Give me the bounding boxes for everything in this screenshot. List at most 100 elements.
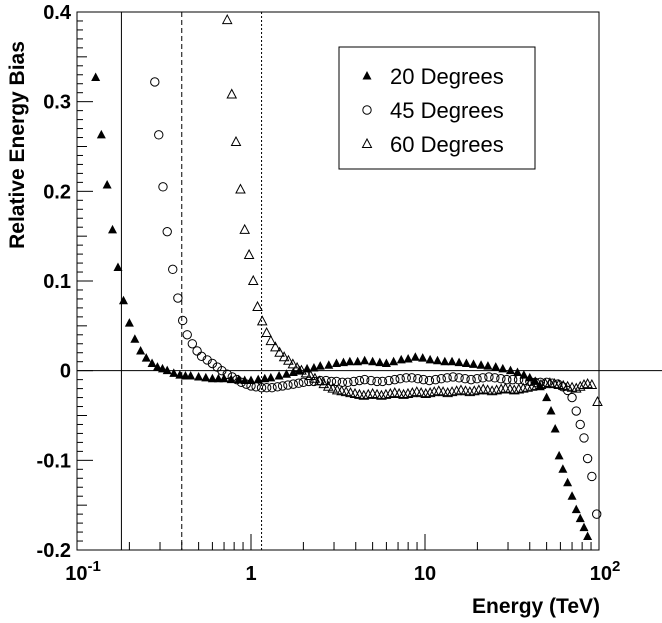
point-60-degrees xyxy=(495,383,507,394)
point-20-degrees xyxy=(454,357,464,367)
y-tick-label: 0 xyxy=(60,361,71,383)
point-20-degrees xyxy=(331,358,341,367)
legend-label-45-degrees: 45 Degrees xyxy=(390,98,504,123)
x-tick-label: 1 xyxy=(245,563,256,585)
point-20-degrees xyxy=(162,365,172,375)
point-20-degrees xyxy=(461,358,471,367)
point-20-degrees xyxy=(353,356,363,366)
point-45-degrees xyxy=(377,376,388,387)
point-20-degrees xyxy=(410,352,420,361)
point-60-degrees xyxy=(270,341,281,352)
point-20-degrees xyxy=(571,504,581,514)
point-60-degrees xyxy=(578,378,590,390)
point-60-degrees xyxy=(451,385,462,396)
y-tick-label: -0.1 xyxy=(37,450,71,472)
legend-marker xyxy=(361,137,373,148)
point-45-degrees xyxy=(331,376,342,387)
point-60-degrees xyxy=(230,135,242,147)
point-20-degrees xyxy=(512,367,522,376)
point-20-degrees xyxy=(389,356,399,366)
point-45-degrees xyxy=(454,373,464,383)
point-20-degrees xyxy=(579,522,589,532)
point-60-degrees xyxy=(265,335,277,346)
point-60-degrees xyxy=(256,315,268,326)
point-45-degrees xyxy=(372,376,382,387)
point-45-degrees xyxy=(496,374,506,384)
point-45-degrees xyxy=(272,382,283,392)
point-60-degrees xyxy=(437,386,449,397)
point-45-degrees xyxy=(575,419,585,430)
point-20-degrees xyxy=(157,363,167,373)
point-60-degrees xyxy=(362,388,374,399)
point-20-degrees xyxy=(498,363,508,373)
point-45-degrees xyxy=(442,373,452,383)
point-45-degrees xyxy=(460,374,470,384)
point-60-degrees xyxy=(322,380,334,391)
y-tick-label: 0.2 xyxy=(43,181,71,203)
point-60-degrees xyxy=(531,379,542,390)
point-45-degrees xyxy=(246,381,256,391)
point-60-degrees xyxy=(415,387,427,398)
point-20-degrees xyxy=(403,354,413,363)
x-axis-title: Energy (TeV) xyxy=(472,595,600,618)
x-tick-label: 10 xyxy=(414,563,436,585)
point-45-degrees xyxy=(424,375,435,386)
point-45-degrees xyxy=(236,377,247,388)
point-20-degrees xyxy=(91,72,101,81)
point-45-degrees xyxy=(359,374,370,385)
point-45-degrees xyxy=(154,130,164,140)
point-20-degrees xyxy=(266,372,276,382)
point-45-degrees xyxy=(582,453,593,464)
point-45-degrees xyxy=(384,375,394,386)
y-tick-label: 0.1 xyxy=(43,271,71,293)
point-20-degrees xyxy=(147,358,157,367)
point-45-degrees xyxy=(182,330,192,340)
point-60-degrees xyxy=(313,375,325,386)
point-45-degrees xyxy=(256,383,267,393)
point-45-degrees xyxy=(430,374,441,385)
point-45-degrees xyxy=(227,372,237,382)
y-tick-label: 0.3 xyxy=(43,92,71,114)
point-60-degrees xyxy=(473,384,485,395)
point-20-degrees xyxy=(396,354,406,364)
point-20-degrees xyxy=(282,369,292,378)
point-20-degrees xyxy=(175,370,185,379)
point-60-degrees xyxy=(424,387,436,398)
point-60-degrees xyxy=(305,369,316,381)
point-20-degrees xyxy=(483,361,493,370)
point-20-degrees xyxy=(169,368,179,377)
point-45-degrees xyxy=(448,372,458,382)
point-45-degrees xyxy=(478,373,488,383)
point-20-degrees xyxy=(141,353,151,362)
point-45-degrees xyxy=(354,375,365,386)
point-45-degrees xyxy=(241,379,252,389)
point-45-degrees xyxy=(507,374,518,385)
point-45-degrees xyxy=(436,374,446,384)
point-20-degrees xyxy=(554,450,564,460)
point-20-degrees xyxy=(550,423,560,433)
point-20-degrees xyxy=(96,129,106,139)
point-60-degrees xyxy=(243,248,255,259)
point-20-degrees xyxy=(194,371,204,381)
point-60-degrees xyxy=(291,361,303,372)
point-60-degrees xyxy=(239,223,251,234)
point-20-degrees xyxy=(130,334,140,343)
y-axis-title: Relative Energy Bias xyxy=(6,41,29,249)
point-20-degrees xyxy=(274,371,284,380)
point-20-degrees xyxy=(201,372,211,382)
point-60-degrees xyxy=(221,14,233,25)
point-20-degrees xyxy=(152,362,162,371)
point-60-degrees xyxy=(252,300,263,312)
y-tick-label: -0.2 xyxy=(37,540,71,562)
point-60-degrees xyxy=(274,346,285,357)
point-20-degrees xyxy=(575,513,585,523)
point-45-degrees xyxy=(187,339,198,349)
point-45-degrees xyxy=(413,374,423,384)
point-20-degrees xyxy=(381,358,391,367)
point-20-degrees xyxy=(567,491,577,500)
point-45-degrees xyxy=(217,365,227,376)
point-60-degrees xyxy=(287,358,299,369)
point-20-degrees xyxy=(558,464,568,473)
point-20-degrees xyxy=(447,356,457,366)
point-20-degrees xyxy=(102,180,112,189)
